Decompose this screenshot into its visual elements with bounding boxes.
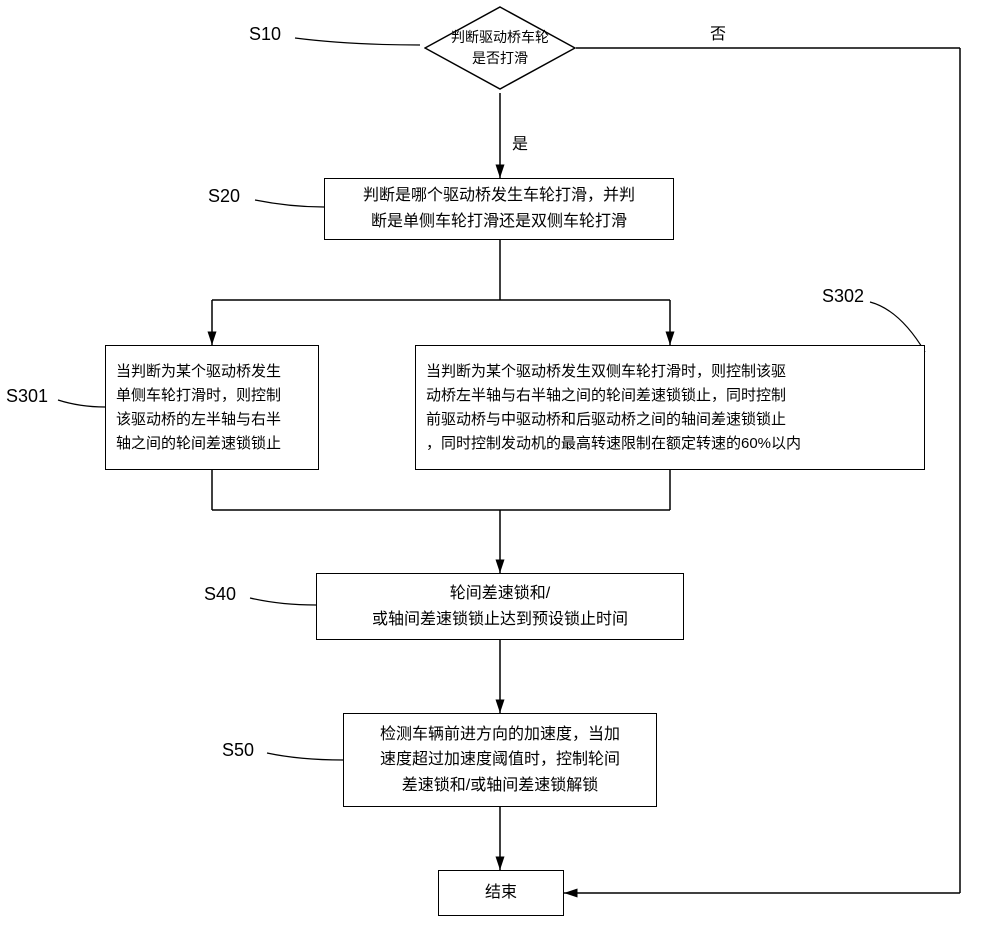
step-label-s10: S10 bbox=[249, 24, 281, 45]
step-label-s301: S301 bbox=[6, 386, 48, 407]
edge-label-no: 否 bbox=[710, 20, 726, 44]
step-label-s302: S302 bbox=[822, 286, 864, 307]
process-node-s50: 检测车辆前进方向的加速度，当加 速度超过加速度阈值时，控制轮间 差速锁和/或轴间… bbox=[343, 713, 657, 807]
process-node-s301: 当判断为某个驱动桥发生 单侧车轮打滑时，则控制 该驱动桥的左半轴与右半 轴之间的… bbox=[105, 345, 319, 470]
process-node-s20: 判断是哪个驱动桥发生车轮打滑，并判 断是单侧车轮打滑还是双侧车轮打滑 bbox=[324, 178, 674, 240]
process-node-s40: 轮间差速锁和/ 或轴间差速锁锁止达到预设锁止时间 bbox=[316, 573, 684, 640]
decision-text: 判断驱动桥车轮 是否打滑 bbox=[424, 6, 576, 90]
end-node: 结束 bbox=[438, 870, 564, 916]
decision-node-s10: 判断驱动桥车轮 是否打滑 bbox=[424, 6, 576, 90]
edge-label-yes: 是 bbox=[512, 130, 528, 154]
step-label-s50: S50 bbox=[222, 740, 254, 761]
step-label-s20: S20 bbox=[208, 186, 240, 207]
process-node-s302: 当判断为某个驱动桥发生双侧车轮打滑时，则控制该驱 动桥左半轴与右半轴之间的轮间差… bbox=[415, 345, 925, 470]
step-label-s40: S40 bbox=[204, 584, 236, 605]
